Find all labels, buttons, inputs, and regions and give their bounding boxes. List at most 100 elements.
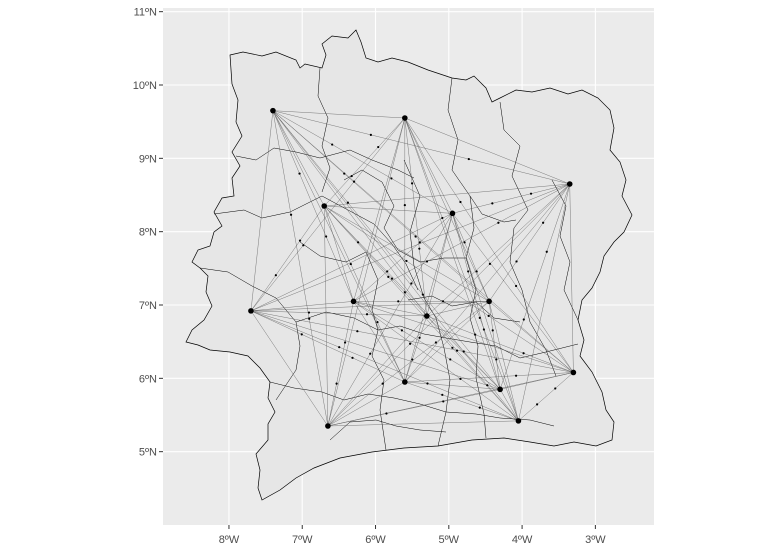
network-edge bbox=[353, 301, 519, 422]
network-edge bbox=[272, 110, 490, 302]
minor-node bbox=[463, 241, 466, 244]
network-edge bbox=[250, 310, 329, 427]
network-edge bbox=[488, 301, 519, 421]
network-edge bbox=[353, 301, 406, 383]
network-edge bbox=[324, 117, 406, 207]
region-boundary bbox=[407, 295, 521, 323]
minor-node bbox=[522, 352, 525, 355]
minor-node bbox=[325, 235, 328, 238]
network-edge bbox=[327, 213, 453, 427]
minor-node bbox=[356, 241, 360, 244]
network-edge bbox=[404, 117, 519, 421]
hub-node bbox=[570, 369, 577, 376]
network-edge bbox=[499, 389, 519, 421]
network-edge bbox=[272, 110, 325, 207]
y-tick-label: 7ºN bbox=[139, 300, 157, 312]
network-edge bbox=[353, 301, 574, 373]
minor-node bbox=[298, 239, 302, 242]
minor-node bbox=[515, 260, 518, 263]
network-edge bbox=[272, 110, 453, 214]
network-edge bbox=[250, 310, 519, 422]
minor-node bbox=[352, 180, 356, 183]
minor-node bbox=[467, 270, 470, 273]
y-tick-label: 6ºN bbox=[139, 373, 157, 385]
minor-node bbox=[411, 358, 414, 361]
network-edge bbox=[452, 213, 519, 421]
minor-node bbox=[356, 330, 359, 333]
minor-node bbox=[536, 403, 539, 406]
minor-node bbox=[441, 300, 445, 303]
region-boundary bbox=[269, 381, 555, 427]
network-edges bbox=[250, 110, 574, 427]
network-edge bbox=[426, 213, 453, 317]
minor-node bbox=[274, 274, 277, 277]
minor-node bbox=[351, 356, 354, 359]
region-boundary bbox=[365, 251, 387, 451]
hub-node bbox=[402, 115, 408, 121]
network-edge bbox=[404, 213, 453, 383]
region-boundary bbox=[317, 67, 331, 193]
minor-node bbox=[487, 314, 490, 317]
minor-node bbox=[397, 300, 400, 303]
network-edge bbox=[272, 110, 501, 390]
minor-node bbox=[414, 235, 417, 238]
network-edge bbox=[250, 310, 501, 390]
minor-node bbox=[545, 250, 548, 253]
network-edge bbox=[488, 301, 574, 373]
minor-node bbox=[451, 346, 454, 349]
network-edge bbox=[324, 205, 490, 302]
network-edge bbox=[488, 183, 570, 302]
minor-node bbox=[381, 382, 384, 385]
network-edge bbox=[250, 110, 274, 311]
network-edge bbox=[404, 117, 453, 214]
network-edge bbox=[404, 381, 501, 390]
network-edge bbox=[250, 310, 574, 373]
minor-node bbox=[491, 202, 494, 205]
minor-node bbox=[405, 259, 408, 263]
network-edge bbox=[272, 110, 405, 119]
hub-node bbox=[449, 210, 456, 217]
minor-node bbox=[474, 333, 477, 336]
hub-node bbox=[325, 423, 331, 429]
network-edge bbox=[250, 183, 570, 312]
minor-node bbox=[365, 313, 369, 316]
y-tick-label: 8ºN bbox=[139, 227, 157, 239]
network-edge bbox=[426, 315, 574, 373]
minor-node bbox=[343, 341, 347, 344]
hub-node bbox=[248, 308, 254, 314]
minor-node bbox=[418, 241, 421, 244]
minor-node bbox=[495, 358, 498, 361]
network-edge bbox=[323, 205, 329, 427]
minor-node bbox=[331, 143, 334, 146]
network-edge bbox=[272, 110, 406, 383]
minor-node bbox=[369, 352, 372, 355]
network-edge bbox=[272, 110, 428, 317]
network-edge bbox=[404, 381, 519, 422]
minor-node bbox=[346, 201, 349, 204]
minor-node bbox=[459, 377, 462, 380]
x-tick-label: 5ºW bbox=[439, 534, 460, 546]
minor-node bbox=[338, 346, 341, 349]
network-edge bbox=[353, 301, 427, 317]
minor-node bbox=[449, 358, 452, 361]
region-boundary bbox=[199, 267, 301, 401]
network-edge bbox=[250, 205, 325, 312]
minor-node bbox=[385, 412, 388, 415]
minor-node bbox=[455, 349, 459, 352]
minor-node bbox=[308, 317, 311, 320]
network-edge bbox=[250, 301, 354, 312]
network-edge bbox=[324, 205, 501, 390]
hub-node bbox=[402, 379, 408, 385]
network-edge bbox=[327, 301, 354, 427]
network-edge bbox=[250, 301, 490, 312]
network-edge bbox=[452, 183, 570, 214]
network-edge bbox=[327, 372, 574, 427]
minor-node bbox=[302, 244, 305, 247]
y-tick-label: 9ºN bbox=[139, 153, 157, 165]
region-boundary bbox=[295, 311, 579, 359]
network-edge bbox=[272, 110, 354, 302]
minor-node bbox=[475, 270, 478, 273]
region-boundary bbox=[329, 419, 447, 441]
country-border bbox=[185, 29, 633, 501]
minor-node bbox=[307, 311, 311, 314]
